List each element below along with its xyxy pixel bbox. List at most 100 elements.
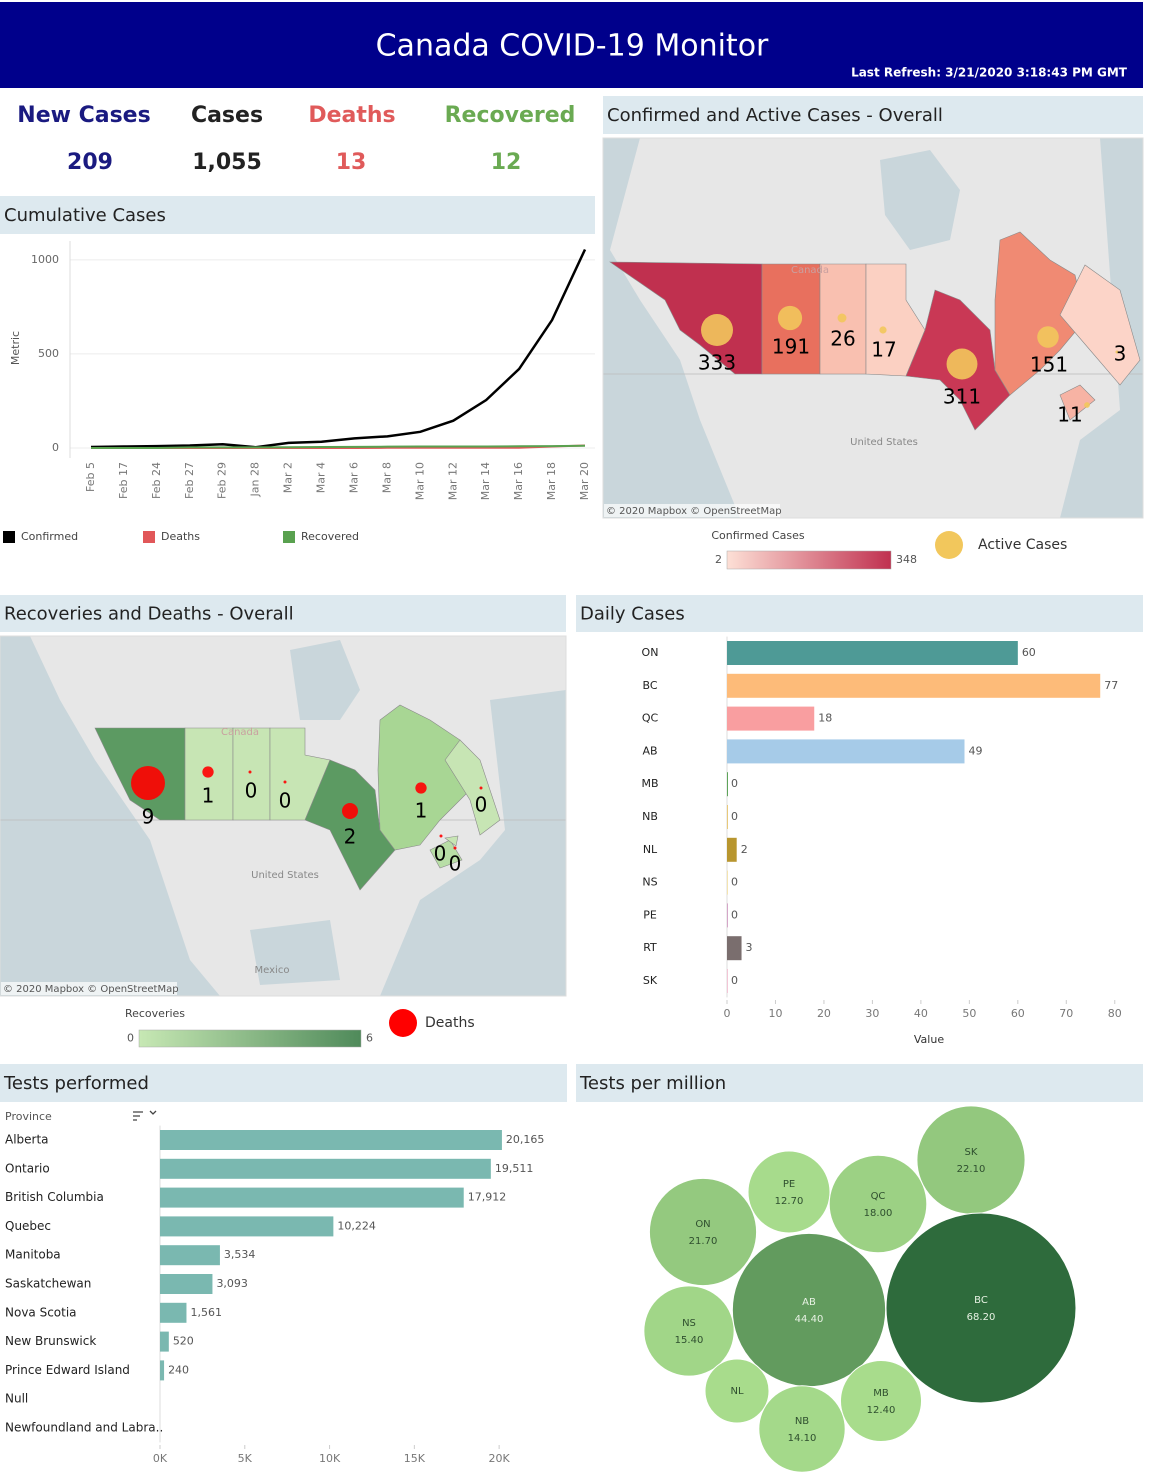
- x-tick-label: Mar 18: [545, 462, 558, 500]
- bar: [160, 1302, 187, 1323]
- x-tick-label: Feb 29: [216, 462, 229, 499]
- legend-label: Recovered: [301, 530, 359, 543]
- map-water: [880, 150, 960, 250]
- x-tick-label: 30: [865, 1007, 879, 1020]
- province: [1059, 264, 1141, 386]
- section-title: Recoveries and Deaths - Overall: [4, 604, 294, 625]
- bar: [727, 870, 728, 895]
- kpi-label: New Cases: [17, 103, 150, 128]
- value-label: 0: [731, 908, 738, 921]
- value-label: 10,224: [337, 1219, 376, 1232]
- category-label: Nova Scotia: [5, 1305, 77, 1319]
- section-header: [576, 595, 1143, 632]
- map-water: [250, 920, 340, 985]
- marker: [701, 314, 733, 346]
- x-tick-label: 0: [724, 1007, 731, 1020]
- marker-label: 0: [279, 789, 292, 813]
- y-tick-label: 0: [52, 441, 59, 454]
- category-label: SK: [643, 974, 658, 987]
- bubble: [704, 1358, 770, 1424]
- kpi-label: Recovered: [445, 103, 576, 128]
- line-series: [91, 444, 586, 449]
- bar: [160, 1360, 165, 1381]
- credits-bg: [604, 504, 780, 517]
- dashboard-title: Canada COVID-19 Monitor: [376, 29, 769, 64]
- x-tick-label: Feb 17: [117, 462, 130, 499]
- marker-label: 151: [1030, 353, 1068, 377]
- bubble-label: NB: [795, 1416, 809, 1427]
- refresh-time: Last Refresh: 3/21/2020 3:18:43 PM GMT: [851, 66, 1128, 80]
- line-series: [90, 248, 587, 449]
- value-label: 49: [969, 744, 983, 757]
- section-title: Tests per million: [579, 1073, 726, 1094]
- map-water: [603, 138, 740, 518]
- bubble: [648, 1177, 758, 1287]
- basemap-label: Canada: [221, 727, 259, 738]
- legend-label: Deaths: [425, 1015, 475, 1031]
- marker: [131, 766, 165, 800]
- x-tick-label: 80: [1108, 1007, 1122, 1020]
- marker-label: 17: [871, 338, 896, 362]
- value-label: 520: [173, 1335, 194, 1348]
- marker: [439, 834, 443, 838]
- x-tick-label: Mar 8: [380, 462, 393, 493]
- marker: [1084, 402, 1090, 408]
- bubble-label: NL: [730, 1386, 743, 1397]
- marker-label: 9: [142, 805, 155, 829]
- bar: [727, 903, 728, 928]
- category-label: Manitoba: [5, 1248, 61, 1262]
- bubble-label: PE: [783, 1179, 795, 1190]
- basemap-label: Canada: [791, 265, 829, 276]
- section-header: [0, 1064, 567, 1102]
- bubble-label: NS: [682, 1318, 696, 1329]
- category-label: Prince Edward Island: [5, 1363, 130, 1377]
- x-tick-label: 70: [1059, 1007, 1073, 1020]
- x-tick-label: Mar 20: [578, 462, 591, 500]
- value-label: 0: [731, 974, 738, 987]
- marker: [415, 782, 427, 794]
- section-title: Daily Cases: [580, 604, 685, 625]
- province: [1059, 384, 1096, 421]
- category-label: AB: [642, 744, 657, 757]
- marker-label: 0: [245, 779, 258, 803]
- value-label: 3: [746, 941, 753, 954]
- bubble-value: 21.70: [689, 1236, 718, 1247]
- x-axis-label: Value: [914, 1033, 944, 1046]
- legend-max: 348: [896, 553, 917, 566]
- x-tick-label: 10: [768, 1007, 782, 1020]
- marker: [946, 348, 978, 380]
- bubble: [731, 1232, 887, 1388]
- marker-label: 0: [475, 793, 488, 817]
- legend-gradient: [726, 550, 892, 570]
- bubble-label: ON: [695, 1219, 710, 1230]
- bubble-label: AB: [802, 1297, 816, 1308]
- legend-label: Deaths: [161, 530, 200, 543]
- province: [232, 727, 271, 821]
- category-label: BC: [642, 679, 657, 692]
- map-water: [380, 690, 566, 996]
- x-tick-label: Feb 24: [150, 462, 163, 499]
- value-label: 19,511: [495, 1162, 534, 1175]
- bar: [727, 641, 1018, 665]
- y-tick-label: 1000: [31, 253, 59, 266]
- bar: [160, 1216, 334, 1237]
- sort-icon: [133, 1110, 157, 1121]
- bubble-label: MB: [873, 1388, 889, 1399]
- category-label: ON: [642, 646, 659, 659]
- map-frame: [0, 635, 567, 997]
- bubble-value: 44.40: [795, 1314, 824, 1325]
- legend-label: Active Cases: [978, 537, 1067, 553]
- category-label: Newfoundland and Labra..: [5, 1421, 163, 1435]
- province: [994, 231, 1086, 396]
- marker-label: 2: [344, 825, 357, 849]
- marker: [248, 770, 252, 774]
- x-tick-label: 0K: [153, 1452, 168, 1465]
- x-tick-label: 5K: [238, 1452, 253, 1465]
- kpi-label: Cases: [191, 103, 263, 128]
- map-water: [290, 640, 360, 720]
- map-frame: [602, 137, 1144, 519]
- bubble-value: 18.00: [864, 1208, 893, 1219]
- x-tick-label: Feb 5: [84, 462, 97, 492]
- bubble-value: 15.40: [675, 1335, 704, 1346]
